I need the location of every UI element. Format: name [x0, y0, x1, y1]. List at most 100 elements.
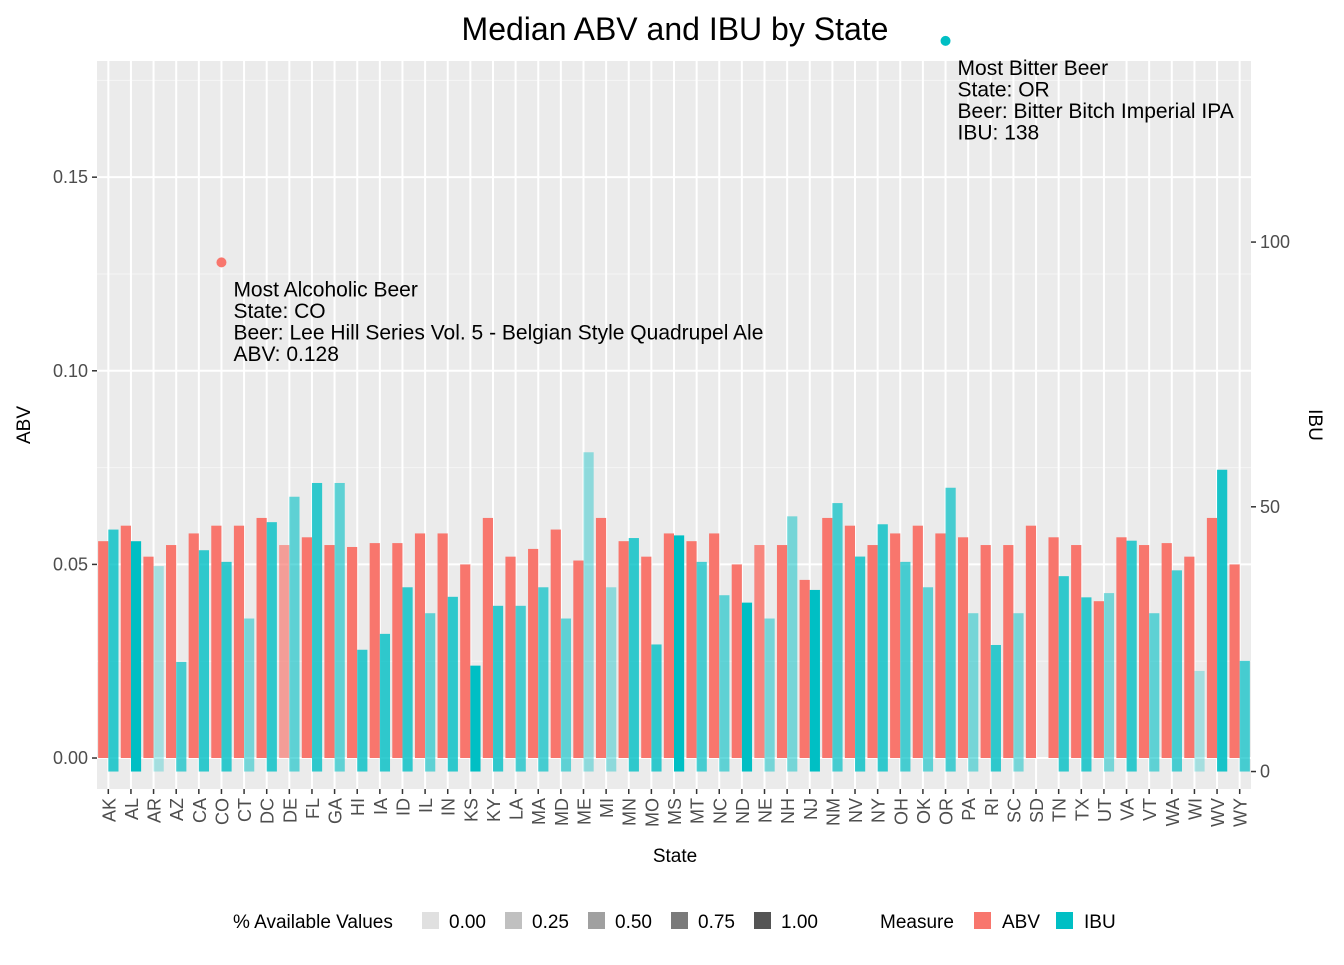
x-axis-tick-label: MD	[552, 798, 572, 826]
x-axis-tick-label: WV	[1208, 798, 1228, 827]
bar-ibu-fl	[311, 482, 323, 772]
bar-ibu-wi	[1194, 670, 1205, 772]
bar-abv-sd	[1025, 525, 1037, 759]
bar-abv-ut	[1093, 601, 1104, 759]
bar-abv-tx	[1071, 545, 1082, 759]
bar-abv-wa	[1161, 543, 1172, 759]
bar-ibu-ct	[244, 618, 255, 772]
bar-ibu-mo	[651, 644, 662, 772]
bar-abv-ma	[528, 548, 539, 759]
x-axis-label: State	[653, 846, 697, 867]
bar-abv-mn	[618, 541, 629, 759]
highlight-label-abv-line-0: Most Alcoholic Beer	[233, 278, 417, 301]
x-axis-tick-label: TN	[1050, 798, 1070, 822]
bar-ibu-ak	[108, 529, 119, 772]
left-axis-tick-label: 0.05	[53, 554, 88, 574]
bar-abv-la	[505, 556, 516, 759]
x-axis-tick-label: AZ	[167, 798, 187, 821]
bar-abv-id	[392, 543, 403, 759]
x-axis-tick-label: OH	[891, 798, 911, 825]
legend-measure-key-abv	[974, 912, 991, 929]
x-axis: AK AL AR AZ CA CO CT DC DE FL GA HI IA ID IL IN KS KY LA MA…	[99, 789, 1251, 827]
bar-ibu-il	[425, 613, 436, 772]
bar-ibu-ga	[334, 482, 345, 772]
bar-abv-fl	[301, 537, 312, 759]
x-axis-tick-label: NM	[823, 798, 843, 826]
bar-ibu-ca	[198, 550, 210, 772]
x-axis-tick-label: WY	[1231, 798, 1251, 827]
bar-abv-de	[279, 545, 290, 759]
bar-ibu-ms	[674, 535, 685, 772]
bar-ibu-md	[560, 618, 572, 772]
bar-ibu-ks	[470, 665, 481, 772]
bar-ibu-va	[1126, 540, 1137, 772]
bar-abv-ga	[324, 545, 335, 759]
highlight-label-ibu-line-1: State: OR	[958, 78, 1050, 101]
bar-ibu-oh	[900, 561, 911, 772]
bar-ibu-in	[447, 596, 458, 772]
bar-ibu-mi	[606, 587, 617, 772]
left-axis-tick-label: 0.15	[53, 167, 88, 187]
bar-abv-ok	[912, 525, 923, 759]
x-axis-tick-label: AK	[99, 798, 119, 822]
bar-abv-mi	[595, 517, 607, 759]
bar-abv-nd	[731, 564, 742, 759]
bar-abv-ky	[482, 517, 493, 759]
x-axis-tick-label: NJ	[801, 798, 821, 820]
legend-measure-title: Measure	[880, 912, 954, 933]
bar-abv-pa	[957, 537, 969, 759]
x-axis-tick-label: ID	[393, 798, 413, 816]
bar-abv-ca	[188, 533, 199, 759]
bar-abv-co	[211, 525, 222, 759]
x-axis-tick-label: MS	[665, 798, 685, 825]
bar-ibu-ma	[538, 587, 549, 772]
bar-abv-dc	[256, 517, 267, 759]
bar-abv-ct	[233, 525, 245, 759]
x-axis-tick-label: WI	[1185, 798, 1205, 820]
bar-abv-wy	[1229, 564, 1240, 759]
bar-ibu-mn	[628, 538, 639, 772]
bar-abv-wv	[1206, 517, 1218, 759]
chart-title: Median ABV and IBU by State	[462, 11, 889, 47]
x-axis-tick-label: UT	[1095, 798, 1115, 822]
bar-ibu-nv	[855, 556, 866, 772]
bar-ibu-nh	[787, 516, 798, 772]
bar-ibu-la	[515, 605, 526, 772]
bar-abv-nm	[822, 517, 833, 759]
x-axis-tick-label: TX	[1072, 798, 1092, 821]
bar-abv-wi	[1184, 556, 1195, 759]
bar-ibu-hi	[357, 649, 368, 772]
highlight-label-ibu-line-3: IBU: 138	[958, 121, 1040, 144]
highlight-label-ibu-line-0: Most Bitter Beer	[958, 57, 1109, 80]
bar-ibu-tx	[1081, 597, 1092, 772]
legend-availability-label: 0.00	[449, 912, 486, 933]
right-axis-tick-label: 50	[1260, 497, 1280, 517]
legend-availability-key	[422, 912, 439, 929]
legend-availability-label: 1.00	[781, 912, 818, 933]
bar-abv-tn	[1048, 537, 1059, 759]
x-axis-tick-label: KS	[461, 798, 481, 822]
bar-abv-il	[414, 533, 426, 759]
bar-abv-me	[573, 560, 584, 759]
right-axis-tick-label: 100	[1260, 232, 1290, 252]
highlight-label-abv-line-2: Beer: Lee Hill Series Vol. 5 - Belgian S…	[233, 321, 763, 344]
bar-abv-ak	[98, 541, 109, 759]
bar-ibu-nc	[719, 595, 730, 772]
x-axis-tick-label: GA	[326, 798, 346, 824]
x-axis-tick-label: PA	[959, 798, 979, 821]
right-axis: 0 50 100	[1251, 232, 1290, 782]
legend-availability-key	[588, 912, 605, 929]
legend-measure-label-abv: ABV	[1002, 912, 1040, 933]
bar-abv-md	[550, 529, 561, 759]
legend-availability-key	[754, 912, 771, 929]
bar-ibu-sc	[1013, 613, 1024, 772]
highlight-label-abv-line-1: State: CO	[233, 300, 325, 323]
x-axis-tick-label: DE	[280, 798, 300, 823]
bar-abv-ks	[460, 564, 471, 759]
bar-ibu-ok	[922, 587, 934, 772]
highlight-point-ibu	[940, 35, 951, 46]
bar-ibu-or	[945, 487, 956, 772]
x-axis-tick-label: AL	[122, 798, 142, 820]
x-axis-tick-label: ND	[733, 798, 753, 824]
